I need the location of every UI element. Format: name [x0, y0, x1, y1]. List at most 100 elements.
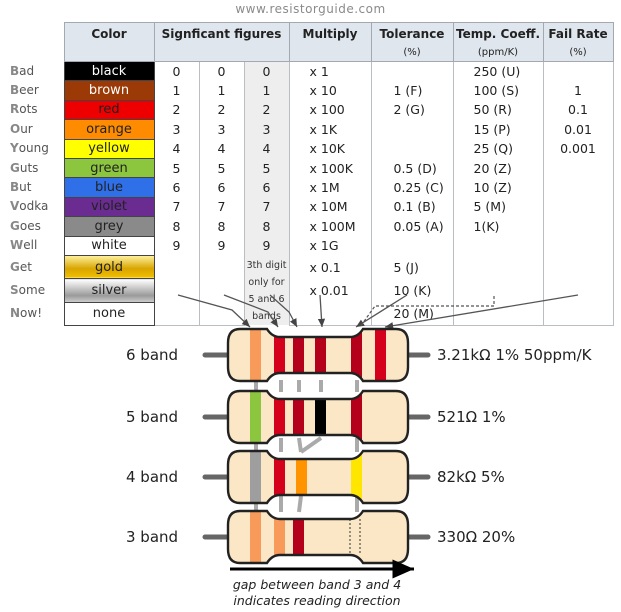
digit-3: 8	[243, 216, 290, 237]
mnemonic-word: Get	[8, 255, 64, 278]
caption-line-2: indicates reading direction	[233, 593, 400, 608]
mnemonic-initial: G	[10, 160, 20, 175]
temp-coeff: 15 (P)	[452, 119, 544, 140]
multiplier: x 10M	[288, 197, 372, 217]
mnemonic-initial: R	[10, 102, 20, 117]
band	[293, 391, 304, 443]
multiplier: x 10K	[288, 139, 372, 159]
multiplier: x 0.1	[288, 255, 372, 279]
band	[250, 391, 261, 443]
color-swatch: green	[63, 157, 155, 179]
color-swatch: grey	[63, 216, 155, 237]
resistor-bands	[250, 329, 386, 381]
band-count-label: 4 band	[126, 468, 178, 486]
fail-rate	[542, 177, 614, 198]
color-swatch: blue	[63, 177, 155, 198]
band	[351, 329, 362, 381]
table-row: Goes grey 8 8 8 x 100M 0.05 (A) 1(K)	[8, 216, 614, 237]
mnemonic-rest: oes	[19, 218, 41, 233]
mnemonic-word: Some	[8, 279, 64, 302]
mnemonic-rest: ell	[23, 238, 38, 253]
band	[293, 329, 304, 381]
mnemonic-rest: ur	[20, 121, 33, 136]
band	[315, 329, 326, 381]
mnemonic-word: Well	[8, 236, 64, 255]
color-swatch: gold	[63, 254, 155, 280]
fail-rate: 1	[542, 80, 614, 101]
digit-3: 3	[243, 119, 290, 140]
third-digit-note: 3th digit only for 5 and 6 bands	[243, 255, 290, 326]
multiplier: x 10	[288, 80, 372, 101]
mnemonic-initial: N	[10, 306, 21, 321]
mnemonic-word: Rots	[8, 100, 64, 119]
mnemonic-word: Our	[8, 120, 64, 139]
band	[296, 451, 307, 503]
mnemonic-word: But	[8, 178, 64, 197]
table-row: Now! none 20 (M)	[8, 301, 614, 326]
mnemonic-initial: G	[10, 218, 20, 233]
table-row: Vodka violet 7 7 7 x 10M 0.1 (B) 5 (M)	[8, 196, 614, 218]
color-swatch: white	[63, 235, 155, 256]
fail-rate	[542, 302, 614, 326]
band	[274, 391, 285, 443]
mnemonic-rest: ad	[19, 63, 35, 78]
band-count-label: 5 band	[126, 408, 178, 426]
table-connector-lines	[177, 294, 579, 330]
multiplier: x 100	[288, 100, 372, 120]
mnemonic-initial: B	[10, 63, 20, 78]
mnemonic-rest: ome	[18, 282, 46, 297]
multiplier: x 100K	[288, 158, 372, 178]
mnemonic-initial: Y	[10, 141, 19, 156]
digit-3: 9	[243, 236, 290, 256]
mnemonic-rest: et	[19, 259, 32, 274]
mnemonic-initial: B	[10, 180, 20, 195]
multiplier: x 1K	[288, 119, 372, 140]
header-fail-rate: Fail Rate (%)	[542, 22, 614, 62]
digit-2	[198, 302, 245, 326]
resistor-bands	[250, 391, 362, 443]
band	[250, 329, 261, 381]
band	[351, 451, 362, 503]
band	[274, 511, 285, 563]
mnemonic-rest: uts	[19, 160, 39, 175]
header-significant-figures: Signficant figures	[153, 22, 290, 62]
mnemonic-word: Young	[8, 139, 64, 158]
resistor-value-label: 3.21kΩ 1% 50ppm/K	[437, 346, 593, 364]
fail-rate	[542, 236, 614, 256]
resistor-value-label: 82kΩ 5%	[437, 468, 505, 486]
table-row: Beer brown 1 1 1 x 10 1 (F) 100 (S) 1	[8, 80, 614, 101]
color-swatch: orange	[63, 119, 155, 140]
temp-coeff: 250 (U)	[452, 61, 544, 81]
color-swatch: none	[63, 301, 155, 326]
mnemonic-word: Vodka	[8, 197, 64, 216]
mnemonic-initial: G	[10, 259, 20, 274]
multiplier: x 1G	[288, 236, 372, 256]
table-row: But blue 6 6 6 x 1M 0.25 (C) 10 (Z)	[8, 177, 614, 198]
mnemonic-word: Now!	[8, 302, 64, 325]
digit-3: 6	[243, 177, 290, 198]
resistor-bands	[250, 451, 362, 503]
resistor-5-band: 5 band 521Ω 1%	[126, 389, 506, 445]
resistor-outline	[226, 389, 410, 445]
digit-3: 4	[243, 139, 290, 159]
tolerance: 0.5 (D)	[370, 158, 454, 178]
mnemonic-initial: S	[10, 282, 19, 297]
mnemonic-initial: W	[10, 238, 24, 253]
resistor-value-label: 521Ω 1%	[437, 408, 506, 426]
table-row: Some silver x 0.01 10 (K)	[8, 278, 614, 303]
resistor-body	[228, 511, 408, 563]
resistors: 6 band 3.21kΩ 1% 50ppm/K 5 band 521Ω 1% 4 ba…	[126, 327, 593, 565]
table-row: Get gold 3th digit only for 5 and 6 bands x…	[8, 254, 614, 326]
header-multiply: Multiply	[288, 22, 372, 62]
color-swatch: yellow	[63, 138, 155, 159]
caption-line-1: gap between band 3 and 4	[233, 577, 401, 592]
fail-rate: 0.001	[542, 139, 614, 159]
digit-3: 7	[243, 197, 290, 217]
temp-coeff: 20 (Z)	[452, 158, 544, 178]
table-row: Well white 9 9 9 x 1G	[8, 235, 614, 256]
tolerance: 10 (K)	[370, 278, 454, 303]
mnemonic-rest: oung	[18, 141, 49, 156]
site-url: www.resistorguide.com	[235, 2, 386, 16]
fail-rate	[542, 216, 614, 237]
mnemonic-initial: B	[10, 83, 20, 98]
